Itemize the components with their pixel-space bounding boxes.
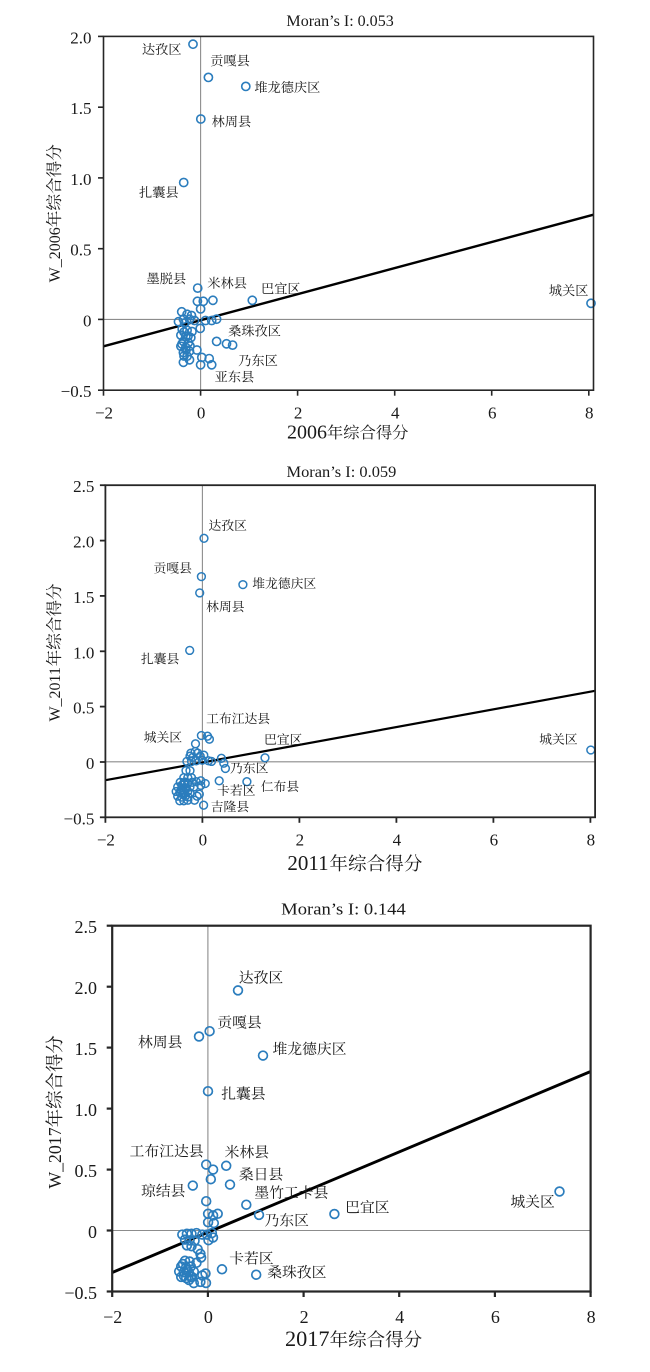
svg-text:4: 4 <box>393 831 402 850</box>
svg-text:1.0: 1.0 <box>75 1100 98 1120</box>
svg-text:Moran’s I: 0.059: Moran’s I: 0.059 <box>287 464 397 481</box>
svg-text:4: 4 <box>391 404 400 423</box>
svg-text:W_2011: W_2011 <box>47 667 64 722</box>
svg-text:0: 0 <box>88 1222 97 1242</box>
svg-text:2011: 2011 <box>287 851 328 875</box>
svg-text:−2: −2 <box>95 404 113 423</box>
svg-text:2.5: 2.5 <box>73 477 94 496</box>
svg-text:0.5: 0.5 <box>70 241 91 260</box>
svg-text:6: 6 <box>490 831 499 850</box>
svg-text:0: 0 <box>197 404 206 423</box>
svg-text:1.0: 1.0 <box>73 643 94 662</box>
svg-text:W_2017: W_2017 <box>45 1127 65 1188</box>
svg-text:1.5: 1.5 <box>70 99 91 118</box>
svg-text:0: 0 <box>83 311 92 330</box>
svg-text:6: 6 <box>488 404 497 423</box>
svg-text:0.5: 0.5 <box>73 699 94 718</box>
svg-text:−0.5: −0.5 <box>61 382 92 401</box>
svg-text:2017: 2017 <box>285 1326 330 1351</box>
svg-text:Moran’s I: 0.144: Moran’s I: 0.144 <box>281 900 406 919</box>
svg-text:0: 0 <box>204 1307 213 1327</box>
svg-text:2006: 2006 <box>287 421 327 443</box>
svg-text:0.5: 0.5 <box>75 1161 98 1181</box>
svg-text:2.5: 2.5 <box>75 917 98 937</box>
svg-text:1.5: 1.5 <box>75 1039 98 1059</box>
svg-text:4: 4 <box>395 1307 404 1327</box>
svg-text:−2: −2 <box>103 1307 122 1327</box>
svg-text:2: 2 <box>300 1307 309 1327</box>
svg-text:−2: −2 <box>97 831 115 850</box>
svg-text:Moran’s I: 0.053: Moran’s I: 0.053 <box>286 13 393 30</box>
svg-text:1.5: 1.5 <box>73 588 94 607</box>
svg-text:2: 2 <box>296 831 305 850</box>
svg-text:2.0: 2.0 <box>75 978 98 998</box>
svg-text:−0.5: −0.5 <box>64 809 95 828</box>
svg-text:W_2006: W_2006 <box>47 227 64 282</box>
svg-text:0: 0 <box>199 831 208 850</box>
svg-text:2.0: 2.0 <box>70 28 91 47</box>
svg-text:2: 2 <box>294 404 303 423</box>
svg-text:6: 6 <box>491 1307 500 1327</box>
svg-text:2.0: 2.0 <box>73 533 94 552</box>
svg-text:1.0: 1.0 <box>70 170 91 189</box>
svg-text:8: 8 <box>585 404 594 423</box>
svg-text:8: 8 <box>587 831 596 850</box>
svg-text:0: 0 <box>86 754 95 773</box>
svg-text:8: 8 <box>587 1307 596 1327</box>
svg-text:−0.5: −0.5 <box>64 1283 97 1303</box>
